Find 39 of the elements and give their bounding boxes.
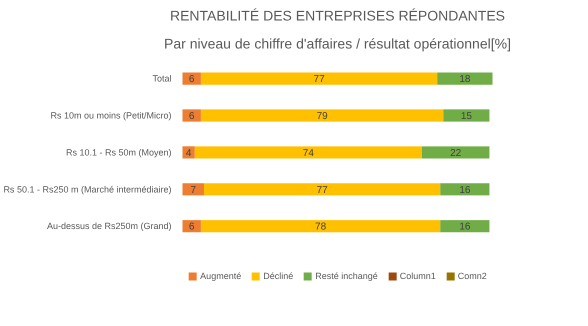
y-tick-label: Rs 50.1 - Rs250 m (Marché intermédiaire) [3, 184, 172, 194]
y-tick-label: Total [152, 74, 172, 84]
data-label: 74 [302, 148, 314, 159]
data-label: 16 [459, 184, 471, 196]
bar [200, 109, 444, 122]
bar [182, 220, 201, 232]
data-label: 18 [459, 74, 471, 86]
bar [443, 109, 490, 122]
data-label: 77 [314, 74, 326, 86]
data-label: 6 [188, 222, 195, 233]
chart-subtitle: Par niveau de chiffre d'affaires / résultat opérationnel[%] [164, 36, 511, 52]
data-label: 79 [316, 111, 328, 122]
bar [200, 220, 440, 232]
y-tick-label: Rs 10m ou moins (Petit/Micro) [50, 110, 172, 121]
bar [194, 146, 422, 158]
bar [437, 72, 492, 85]
bar [440, 183, 490, 196]
data-label: 22 [450, 148, 462, 159]
y-tick-label: Rs 10.1 - Rs 50m (Moyen) [66, 147, 172, 158]
bar [182, 183, 204, 196]
bar [204, 183, 440, 196]
bar [200, 72, 438, 85]
legend-label: Column1 [400, 271, 436, 281]
data-label: 4 [186, 148, 192, 159]
data-label: 16 [459, 222, 471, 233]
y-tick-label: Au-dessus de Rs250m (Grand) [46, 221, 172, 232]
data-label: 77 [316, 184, 328, 196]
legend-label: Augmenté [200, 271, 242, 281]
data-label: 15 [460, 111, 472, 122]
data-label: 7 [190, 184, 196, 196]
bar [440, 220, 490, 232]
data-label: 6 [188, 111, 195, 122]
data-label: 78 [315, 222, 327, 233]
chart-title: RENTABILITÉ DES ENTREPRISES RÉPONDANTES [170, 8, 506, 24]
data-label: 6 [188, 74, 195, 86]
legend-label: Comn2 [458, 271, 487, 281]
legend-label: Resté inchangé [315, 271, 378, 281]
bar [422, 146, 490, 158]
legend-label: Décliné [263, 271, 294, 281]
